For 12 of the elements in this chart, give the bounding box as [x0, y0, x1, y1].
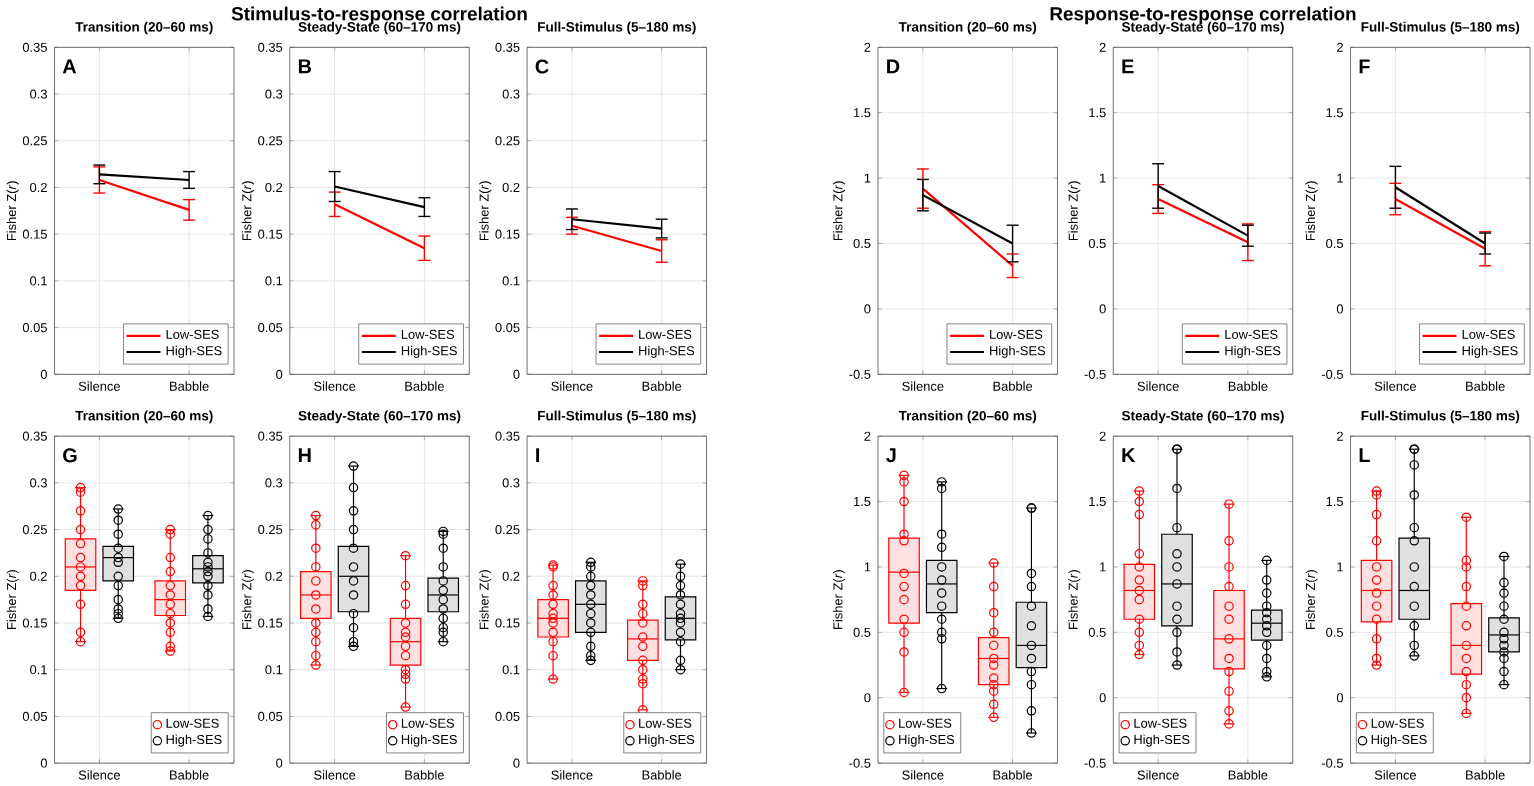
- annotation: B: [298, 59, 312, 74]
- annotation: D: [887, 59, 900, 74]
- annotation: L: [1359, 448, 1370, 462]
- annotation: A: [62, 59, 77, 74]
- annotation: C: [535, 59, 549, 74]
- annotation: J: [886, 448, 896, 463]
- annotation: F: [1359, 59, 1370, 74]
- annotation: H: [298, 448, 311, 462]
- annotation: I: [536, 448, 540, 462]
- annotation: E: [1122, 59, 1134, 74]
- annotation: K: [1122, 448, 1136, 462]
- annotation: G: [63, 448, 77, 463]
